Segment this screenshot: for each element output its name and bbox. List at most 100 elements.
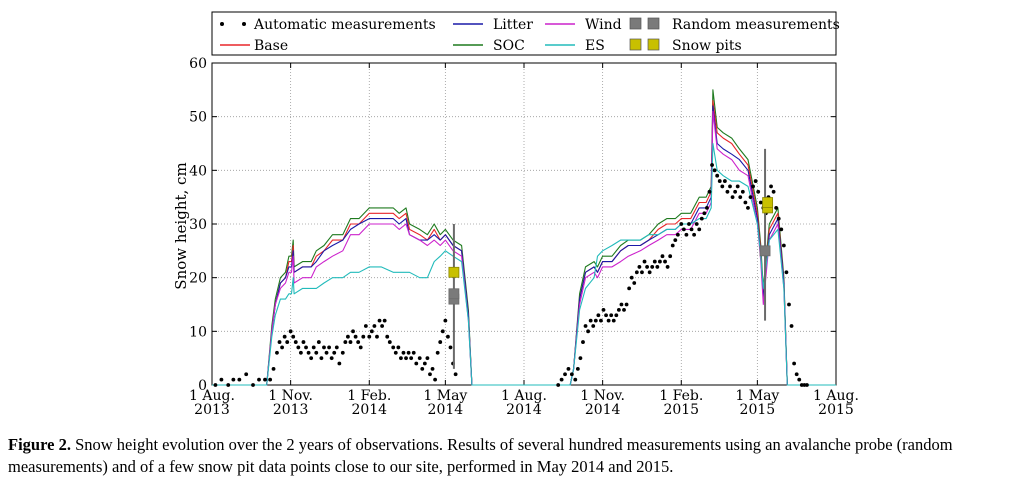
- automatic-measurement-point: [720, 184, 725, 189]
- automatic-measurement-point: [377, 318, 382, 323]
- automatic-measurement-point: [556, 383, 561, 387]
- automatic-measurement-point: [694, 222, 699, 226]
- legend-label: Random measurements: [672, 17, 840, 33]
- automatic-measurement-point: [263, 377, 267, 382]
- automatic-measurement-point: [601, 307, 606, 312]
- automatic-measurement-point: [226, 383, 231, 387]
- automatic-measurement-point: [779, 227, 784, 232]
- automatic-measurement-point: [358, 345, 363, 350]
- automatic-measurement-point: [367, 334, 372, 339]
- y-tick-label: 50: [189, 110, 207, 126]
- random-measurement-marker: [759, 245, 771, 257]
- automatic-measurement-point: [566, 367, 571, 371]
- legend-item-random-measurements: Random measurements: [629, 17, 840, 33]
- automatic-measurement-point: [404, 356, 408, 361]
- automatic-measurement-point: [627, 286, 632, 291]
- legend-label: SOC: [493, 38, 525, 54]
- automatic-measurement-point: [614, 313, 619, 318]
- automatic-measurement-point: [774, 206, 779, 210]
- legend-item-litter: Litter: [453, 17, 533, 33]
- legend-item-es: ES: [545, 38, 605, 54]
- automatic-measurement-point: [593, 318, 598, 323]
- x-tick-label: 1 May: [735, 388, 779, 404]
- automatic-measurement-point: [573, 377, 578, 382]
- automatic-measurement-point: [396, 345, 401, 350]
- automatic-measurement-point: [353, 334, 358, 339]
- automatic-measurement-point: [624, 302, 629, 307]
- automatic-measurement-point: [285, 340, 290, 344]
- automatic-measurement-point: [748, 195, 753, 200]
- automatic-measurement-point: [301, 340, 306, 344]
- automatic-measurement-point: [329, 356, 334, 361]
- automatic-measurement-point: [650, 265, 655, 269]
- automatic-measurement-point: [304, 345, 308, 350]
- automatic-measurement-point: [559, 377, 564, 382]
- automatic-measurement-point: [668, 254, 673, 259]
- automatic-measurement-point: [588, 318, 593, 323]
- legend-square-icon: [629, 38, 642, 51]
- x-tick-label: 2015: [740, 402, 776, 418]
- automatic-measurement-point: [684, 232, 689, 237]
- caption-label: Figure 2.: [8, 435, 71, 454]
- automatic-measurement-point: [351, 329, 355, 334]
- x-tick-label: 2015: [663, 402, 699, 418]
- automatic-measurement-point: [275, 350, 279, 355]
- plot-area: [212, 89, 836, 387]
- snow-height-chart: Automatic measurements Base Litter SOC Wind E…: [172, 11, 859, 418]
- legend-dot-icon: [220, 22, 224, 26]
- automatic-measurement-point: [433, 377, 438, 382]
- automatic-measurement-point: [237, 377, 242, 382]
- x-tick-label: 2014: [351, 402, 387, 418]
- automatic-measurement-point: [361, 334, 366, 339]
- automatic-measurement-point: [746, 206, 750, 210]
- automatic-measurement-point: [268, 377, 273, 382]
- automatic-measurement-point: [647, 270, 652, 275]
- automatic-measurement-point: [753, 179, 758, 183]
- automatic-measurement-point: [751, 184, 755, 189]
- automatic-measurement-point: [652, 259, 657, 264]
- automatic-measurement-point: [665, 265, 670, 269]
- automatic-measurement-point: [293, 340, 298, 344]
- automatic-measurement-point: [692, 232, 697, 237]
- legend-item-snow-pits: Snow pits: [629, 38, 742, 54]
- legend-item-soc: SOC: [453, 38, 525, 54]
- automatic-measurement-point: [422, 361, 427, 366]
- automatic-measurement-point: [789, 324, 794, 328]
- legend-label: Snow pits: [672, 38, 742, 54]
- automatic-measurement-point: [316, 340, 321, 344]
- automatic-measurement-point: [393, 350, 398, 355]
- automatic-measurement-point: [369, 329, 374, 334]
- automatic-measurement-point: [581, 340, 585, 344]
- x-tick-label: 1 Nov.: [268, 388, 313, 404]
- legend-item-base: Base: [220, 38, 288, 54]
- x-tick-label: 1 Feb.: [347, 388, 391, 404]
- automatic-measurement-point: [771, 189, 776, 194]
- x-tick-label: 1 Nov.: [580, 388, 625, 404]
- x-tick-label: 2013: [273, 402, 309, 418]
- automatic-measurement-point: [675, 232, 680, 237]
- automatic-measurement-point: [430, 367, 435, 371]
- x-tick-label: 1 Feb.: [659, 388, 703, 404]
- snow-pit-marker: [762, 197, 774, 208]
- automatic-measurement-point: [446, 334, 450, 339]
- legend-label: Wind: [585, 17, 622, 33]
- automatic-measurement-point: [717, 179, 722, 183]
- y-axis-label: Snow height, cm: [172, 162, 190, 289]
- legend-item-automatic-measurements: Automatic measurements: [220, 17, 436, 33]
- automatic-measurement-point: [569, 372, 574, 377]
- automatic-measurement-point: [629, 275, 634, 280]
- automatic-measurement-point: [337, 361, 342, 366]
- automatic-measurement-point: [655, 265, 660, 269]
- automatic-measurement-point: [346, 334, 350, 339]
- automatic-measurement-point: [679, 222, 684, 226]
- automatic-measurement-point: [231, 377, 236, 382]
- automatic-measurement-point: [406, 350, 411, 355]
- automatic-measurement-point: [271, 367, 276, 371]
- automatic-measurement-point: [616, 307, 621, 312]
- legend-square-icon: [647, 17, 660, 30]
- automatic-measurement-point: [435, 350, 440, 355]
- y-tick-label: 10: [189, 324, 207, 340]
- automatic-measurement-point: [710, 163, 714, 167]
- automatic-measurement-point: [375, 334, 379, 339]
- automatic-measurement-point: [417, 356, 422, 361]
